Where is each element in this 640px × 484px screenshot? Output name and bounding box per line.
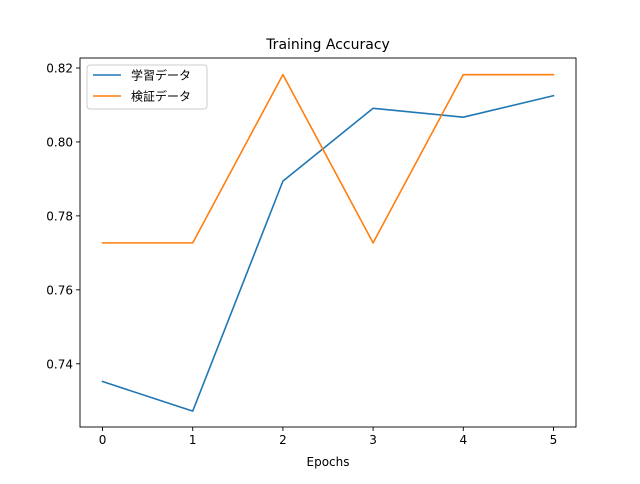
- x-tick-label: 2: [279, 433, 287, 447]
- x-tick-label: 3: [369, 433, 377, 447]
- legend-label-1: 学習データ: [131, 68, 191, 83]
- plot-frame: [79, 57, 577, 428]
- series-line-2: [101, 73, 555, 244]
- series-line-1: [101, 94, 555, 412]
- x-tick-label: 5: [550, 433, 558, 447]
- x-tick-label: 4: [459, 433, 467, 447]
- chart-title: Training Accuracy: [265, 37, 390, 53]
- x-tick-label: 0: [99, 433, 107, 447]
- legend-label-2: 検証データ: [131, 89, 191, 104]
- x-tick-label: 1: [189, 433, 197, 447]
- y-tick-label: 0.80: [46, 135, 73, 149]
- y-tick-label: 0.82: [46, 61, 73, 75]
- y-tick-label: 0.74: [46, 357, 73, 371]
- legend-box: [86, 64, 208, 110]
- y-tick-label: 0.76: [46, 283, 73, 297]
- x-axis-label: Epochs: [307, 455, 350, 469]
- y-tick-label: 0.78: [46, 209, 73, 223]
